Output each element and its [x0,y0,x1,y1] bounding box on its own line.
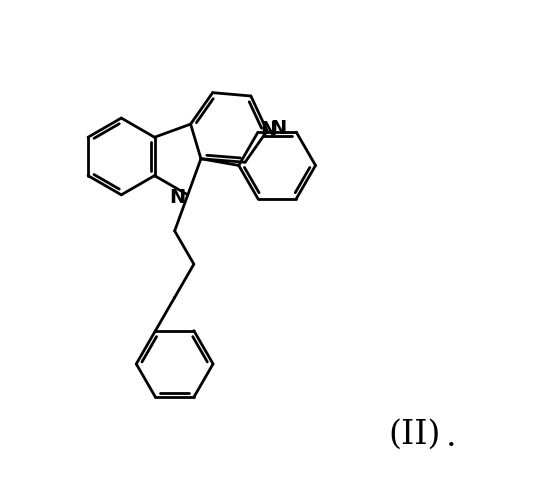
Text: N: N [169,188,185,207]
Text: N: N [270,119,286,138]
Text: (II): (II) [388,419,440,450]
Text: N: N [261,120,277,139]
Text: .: . [446,421,456,453]
